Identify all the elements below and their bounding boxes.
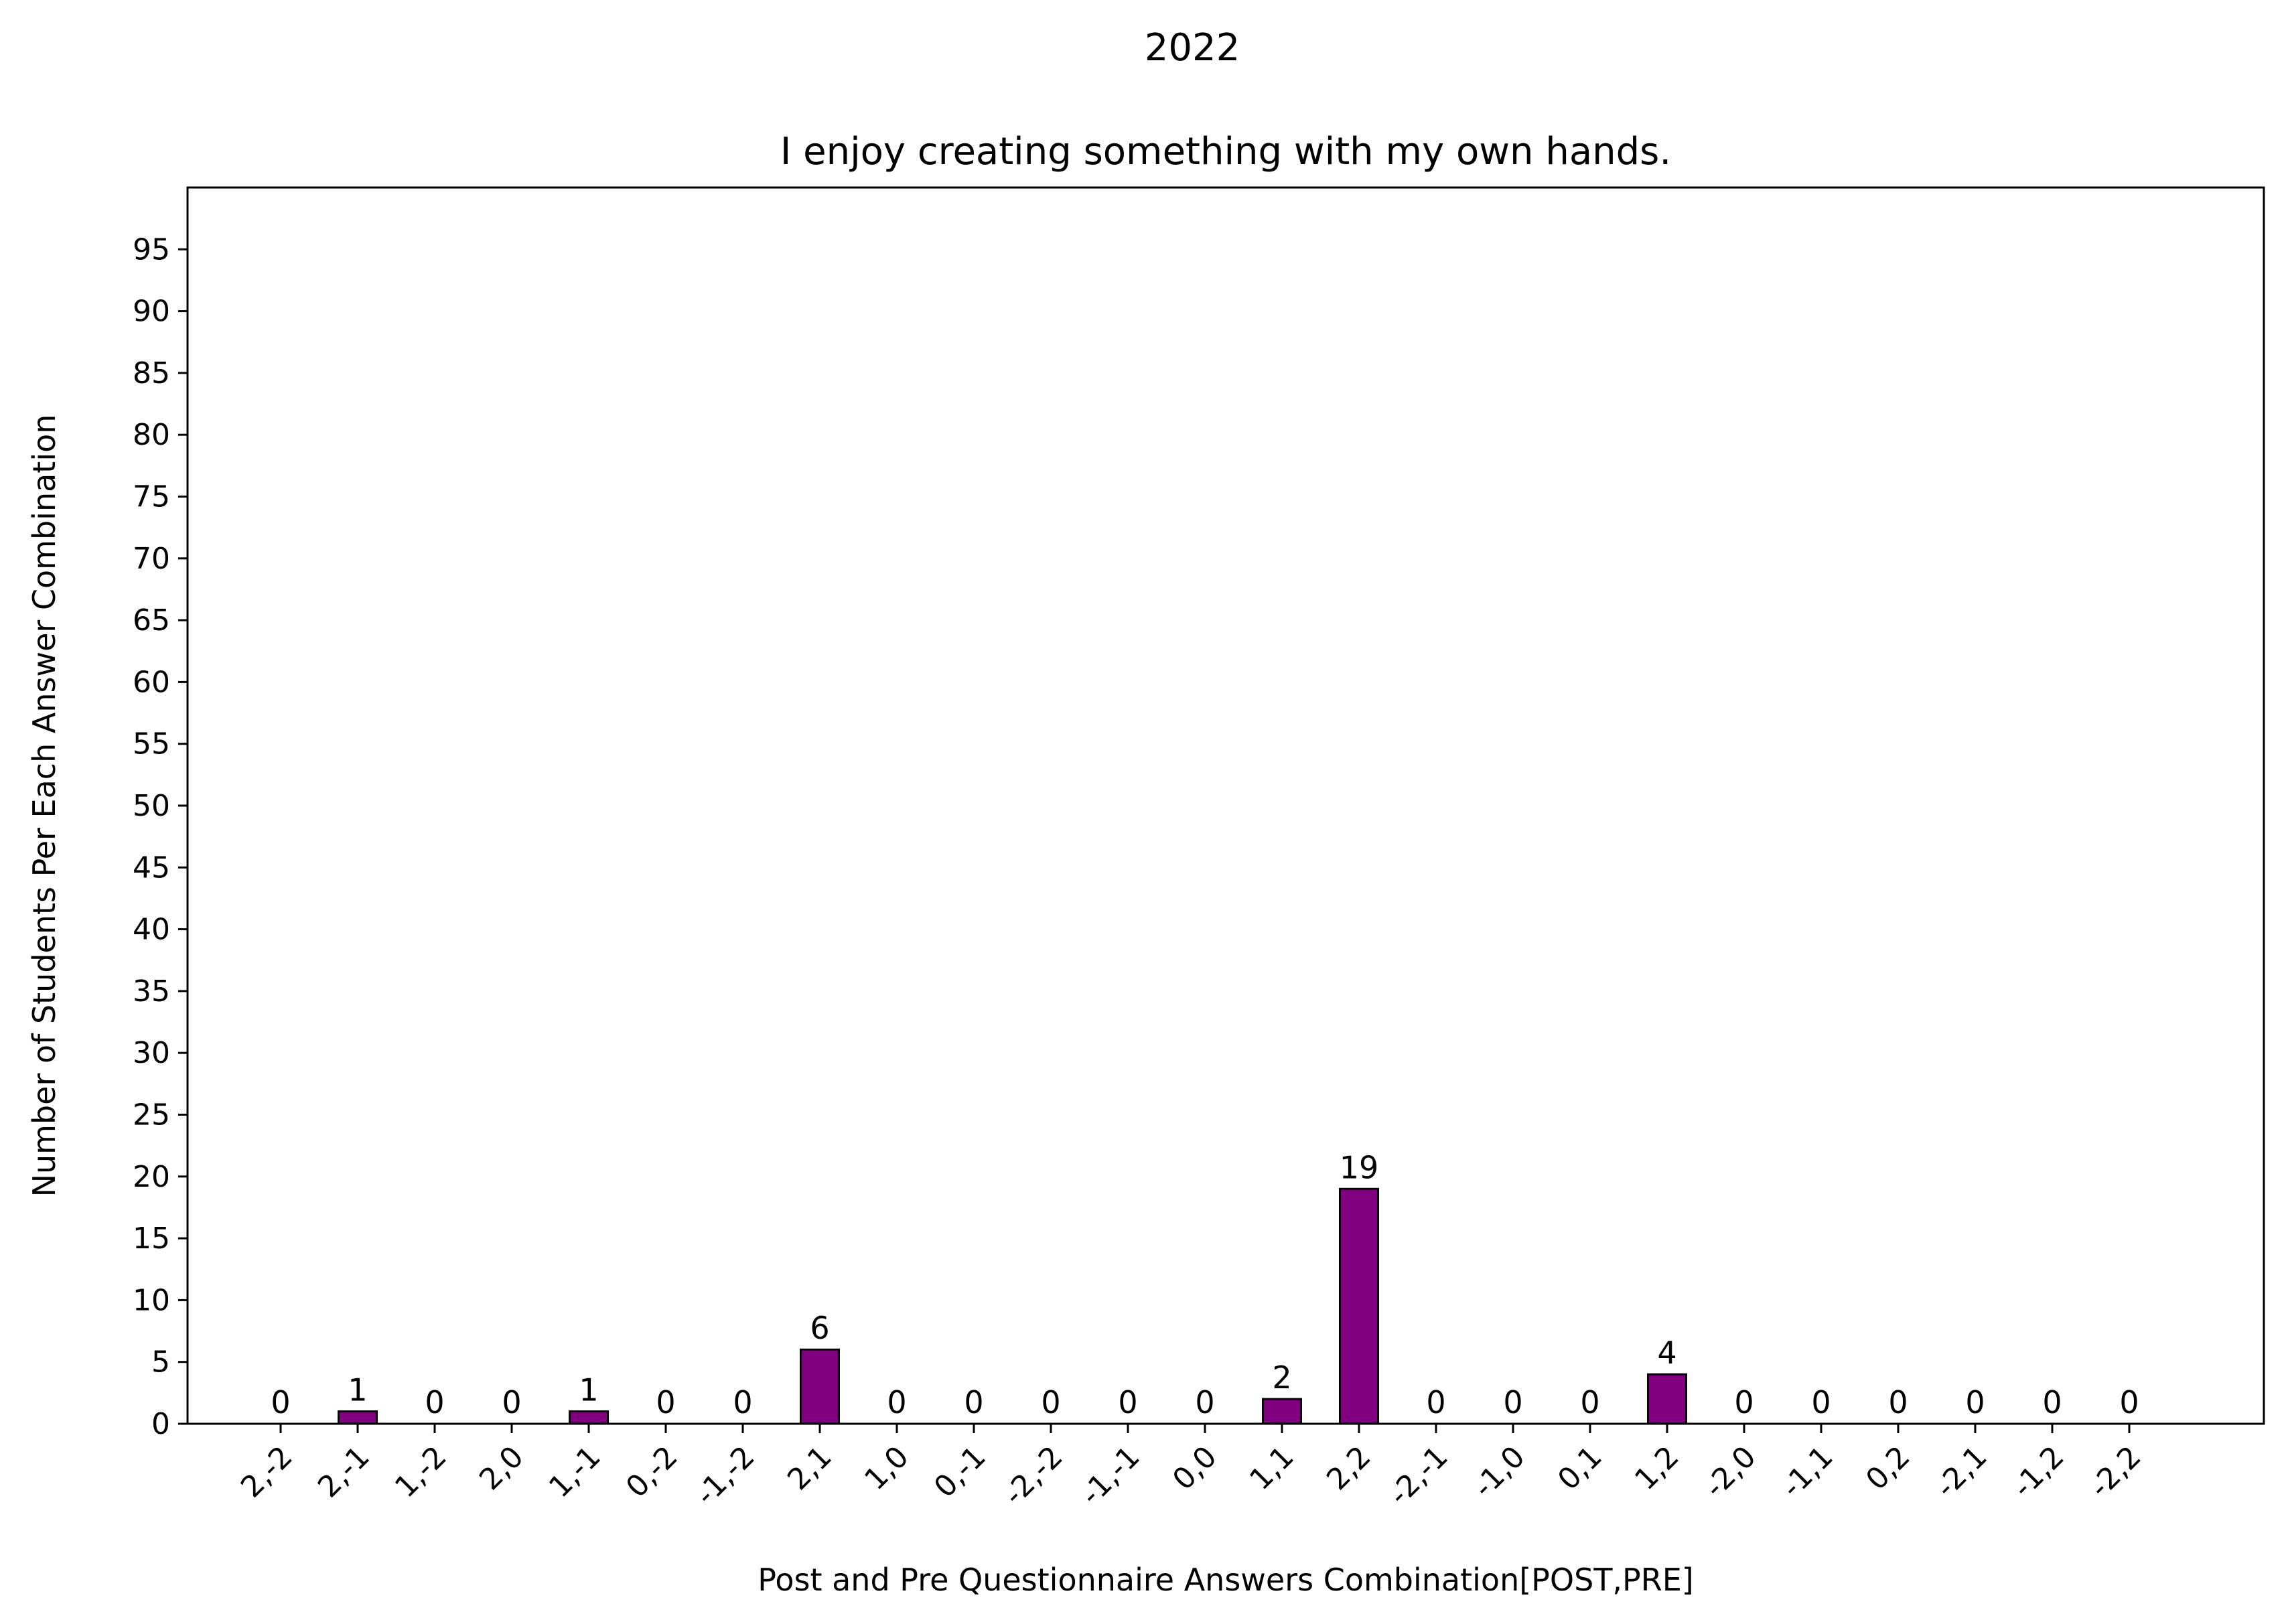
bar-value-label: 0 — [271, 1384, 290, 1420]
y-axis: 0 5 10 15 20 25 30 35 40 45 50 55 60 65 70 75 80 85 90 95 — [133, 232, 188, 1441]
bar-1,-1 — [569, 1410, 609, 1425]
x-axis: 2,-2 2,-1 1,-2 2,0 1,-1 0,-2 -1,-2 2,1 1,0 0,-1 -2… — [234, 1424, 2148, 1512]
y-tick-label: 15 — [133, 1222, 170, 1256]
bar-value-label: 0 — [1888, 1384, 1908, 1420]
bar-value-label: 0 — [1734, 1384, 1754, 1420]
y-tick-label: 35 — [133, 974, 170, 1009]
x-tick-label: -2,-1 — [1382, 1440, 1455, 1512]
bar-value-label: 0 — [1118, 1384, 1137, 1420]
bar-2,2 — [1339, 1187, 1379, 1425]
x-tick-label: 0,0 — [1166, 1440, 1224, 1497]
bar-value-label: 0 — [964, 1384, 983, 1420]
y-tick-label: 20 — [133, 1160, 170, 1194]
bar-value-label: 0 — [425, 1384, 444, 1420]
x-tick-label: -1,-1 — [1074, 1440, 1147, 1512]
bar-value-label: 0 — [1041, 1384, 1060, 1420]
x-tick-label: 1,1 — [1243, 1440, 1301, 1497]
bar-value-label: 0 — [1580, 1384, 1599, 1420]
x-tick-label: 0,-1 — [928, 1440, 993, 1505]
y-tick-label: 60 — [133, 665, 170, 699]
y-tick-label: 85 — [133, 356, 170, 390]
bar-value-label: 0 — [656, 1384, 675, 1420]
bar-value-label: 2 — [1272, 1359, 1291, 1396]
x-tick-label: 2,2 — [1320, 1440, 1378, 1497]
x-tick-label: 2,-2 — [234, 1440, 299, 1505]
bar-value-label: 0 — [887, 1384, 906, 1420]
bar-value-label: 0 — [1503, 1384, 1522, 1420]
bar-value-label: 0 — [1426, 1384, 1445, 1420]
x-tick-label: 1,2 — [1628, 1440, 1686, 1497]
y-tick-label: 55 — [133, 727, 170, 761]
bar-value-label: 1 — [348, 1372, 367, 1408]
x-tick-label: -2,-2 — [997, 1440, 1070, 1512]
y-tick-label: 25 — [133, 1098, 170, 1132]
bar-value-label: 1 — [579, 1372, 598, 1408]
x-tick-label: -1,1 — [1775, 1440, 1840, 1505]
y-tick-label: 45 — [133, 851, 170, 885]
x-axis-label: Post and Pre Questionnaire Answers Combi… — [758, 1562, 1694, 1598]
y-tick-label: 65 — [133, 603, 170, 638]
chart-suptitle: 2022 — [1145, 26, 1240, 70]
x-tick-label: 1,-1 — [543, 1440, 607, 1505]
y-tick-label: 50 — [133, 789, 170, 823]
bar-1,2 — [1647, 1373, 1687, 1425]
bar-value-label: 0 — [502, 1384, 521, 1420]
x-tick-label: 2,0 — [473, 1440, 530, 1497]
x-tick-label: 0,-2 — [620, 1440, 685, 1505]
y-tick-label: 0 — [151, 1407, 170, 1441]
x-tick-label: -2,0 — [1698, 1440, 1763, 1505]
bar-labels-group: 0 1 0 0 1 0 0 6 0 0 0 0 0 2 19 0 0 0 4 0 0 0 0 0 0 — [271, 1149, 2139, 1420]
bar-2,1 — [800, 1348, 840, 1425]
y-tick-label: 70 — [133, 542, 170, 576]
y-tick-label: 10 — [133, 1283, 170, 1317]
x-tick-label: -2,1 — [1929, 1440, 1994, 1505]
y-axis-label: Number of Students Per Each Answer Combi… — [26, 415, 62, 1197]
x-tick-label: -1,-2 — [689, 1440, 762, 1512]
x-tick-label: 0,1 — [1551, 1440, 1609, 1497]
bar-1,1 — [1262, 1398, 1302, 1425]
bar-value-label: 19 — [1340, 1149, 1379, 1185]
x-tick-label: 2,-1 — [311, 1440, 376, 1505]
bars-group — [338, 1187, 1687, 1425]
y-tick-label: 40 — [133, 913, 170, 947]
bar-value-label: 0 — [1195, 1384, 1214, 1420]
plot-frame — [186, 186, 2265, 1425]
y-tick-label: 75 — [133, 480, 170, 514]
x-tick-label: 1,0 — [858, 1440, 916, 1497]
x-tick-label: -1,0 — [1467, 1440, 1532, 1505]
bar-value-label: 4 — [1657, 1335, 1676, 1371]
bar-value-label: 0 — [1811, 1384, 1831, 1420]
y-tick-label: 5 — [151, 1345, 170, 1380]
bar-value-label: 0 — [2042, 1384, 2062, 1420]
x-tick-label: 0,2 — [1859, 1440, 1917, 1497]
x-tick-label: -2,2 — [2083, 1440, 2148, 1505]
x-tick-label: -1,2 — [2006, 1440, 2071, 1505]
bar-value-label: 0 — [733, 1384, 752, 1420]
y-tick-label: 80 — [133, 418, 170, 452]
bar-value-label: 0 — [2119, 1384, 2139, 1420]
bar-value-label: 6 — [810, 1310, 829, 1346]
chart-title: I enjoy creating something with my own h… — [780, 130, 1671, 173]
y-tick-label: 95 — [133, 232, 170, 267]
bar-2,-1 — [338, 1410, 378, 1425]
x-tick-label: 1,-2 — [388, 1440, 453, 1505]
y-tick-label: 30 — [133, 1036, 170, 1070]
x-tick-label: 2,1 — [781, 1440, 839, 1497]
y-tick-label: 90 — [133, 295, 170, 329]
bar-value-label: 0 — [1965, 1384, 1985, 1420]
